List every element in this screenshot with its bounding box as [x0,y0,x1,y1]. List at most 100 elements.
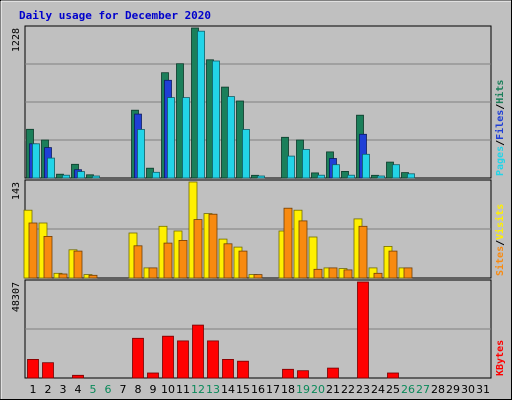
y-max-label: 143 [11,182,22,200]
chart-panels: 1228Pages/Files/Hits143Sites/Visits48307… [11,25,506,379]
y-max-label: 48307 [11,282,22,312]
bar-sites-day-16 [253,274,263,279]
bar-sites-day-8 [133,245,143,279]
bar-pages-day-25 [392,164,400,179]
legend-entry: Pages [495,146,506,176]
legend-visits-sites: Sites/Visits [494,204,506,276]
x-tick-label: 16 [251,383,265,396]
bar-kbytes-day-2 [42,362,54,379]
x-tick-label: 26 [401,383,415,396]
legend-entry: Files [494,110,506,140]
bar-pages-day-10 [167,97,175,179]
bar-sites-day-25 [388,250,398,279]
bar-sites-day-9 [148,267,158,279]
bar-sites-day-12 [193,219,203,279]
bar-pages-day-22 [347,174,355,179]
legend-entry: / [495,140,506,146]
bar-pages-day-18 [287,155,295,179]
bar-kbytes-day-23 [357,281,369,379]
bar-sites-day-4 [73,250,83,279]
x-tick-label: 13 [206,383,220,396]
x-tick-label: 19 [296,383,310,396]
bar-pages-day-16 [257,175,265,179]
x-tick-label: 12 [191,383,205,396]
x-tick-label: 4 [75,383,82,396]
bar-pages-day-19 [302,149,310,179]
x-tick-label: 14 [221,383,235,396]
bar-pages-day-5 [92,175,100,179]
legend-entry: Visits [494,204,506,240]
x-tick-label: 3 [60,383,67,396]
bar-sites-day-3 [58,273,68,279]
bar-sites-day-1 [28,222,38,279]
bar-kbytes-day-4 [72,374,84,379]
x-tick-label: 9 [150,383,157,396]
x-tick-label: 8 [135,383,142,396]
bar-kbytes-day-14 [222,358,234,379]
bar-pages-day-24 [377,175,385,179]
x-tick-label: 6 [105,383,112,396]
bar-pages-day-14 [227,96,235,179]
bar-sites-day-20 [313,268,323,279]
legend-kbytes: KBytes [495,340,506,376]
series-pages [32,30,415,179]
bar-pages-day-20 [317,174,325,179]
bar-hits-day-22 [341,170,349,179]
x-axis-tick-labels: 1 2 3 4 5 6 7 8 9 10 11 12 13 14 15 16 17 18 19 20 21 22 23 24 2… [30,383,491,396]
series-kbytes [27,281,399,379]
legend-entry: KBytes [495,340,506,376]
x-tick-label: 7 [120,383,127,396]
bar-kbytes-day-11 [177,340,189,379]
x-tick-label: 29 [446,383,460,396]
legend-entry: / [495,104,506,110]
legend-hits-files-pages: Pages/Files/Hits [494,80,506,176]
x-tick-label: 21 [326,383,340,396]
x-tick-label: 31 [476,383,490,396]
bar-kbytes-day-9 [147,372,159,379]
series-sites [28,207,413,279]
x-tick-label: 25 [386,383,400,396]
legend-entry: / [495,240,506,246]
bar-pages-day-11 [182,97,190,179]
bar-sites-day-2 [43,235,53,279]
x-tick-label: 5 [90,383,97,396]
x-tick-label: 28 [431,383,445,396]
bar-kbytes-day-10 [162,335,174,379]
bar-pages-day-1 [32,143,40,179]
bar-pages-day-8 [137,129,145,179]
bar-sites-day-14 [223,243,233,279]
bar-kbytes-day-19 [297,370,309,379]
bar-sites-day-15 [238,250,248,279]
bar-kbytes-day-25 [387,372,399,379]
legend-entry: Hits [494,80,506,104]
bar-pages-day-3 [62,174,70,179]
x-tick-label: 23 [356,383,370,396]
chart-title: Daily usage for December 2020 [19,9,211,22]
x-tick-label: 17 [266,383,280,396]
bar-kbytes-day-21 [327,367,339,379]
bar-kbytes-day-15 [237,360,249,379]
legend-entry: Sites [494,246,506,276]
bar-kbytes-day-13 [207,340,219,379]
x-tick-label: 1 [30,383,37,396]
bar-sites-day-18 [283,207,293,279]
bar-kbytes-day-1 [27,358,39,379]
bar-visits-day-20 [308,236,318,279]
bar-sites-day-5 [88,274,98,279]
bar-pages-day-2 [47,157,55,179]
bar-pages-day-21 [332,164,340,179]
bar-pages-day-4 [77,171,85,179]
x-tick-label: 18 [281,383,295,396]
x-tick-label: 10 [161,383,175,396]
bar-pages-day-12 [197,30,205,179]
y-max-label: 1228 [11,28,22,52]
bar-pages-day-26 [407,173,415,179]
bar-sites-day-23 [358,225,368,279]
bar-sites-day-26 [403,267,413,279]
x-tick-label: 22 [341,383,355,396]
bar-sites-day-22 [343,269,353,279]
panel-kbytes: 48307 KBytes [11,279,506,379]
bar-pages-day-23 [362,153,370,179]
